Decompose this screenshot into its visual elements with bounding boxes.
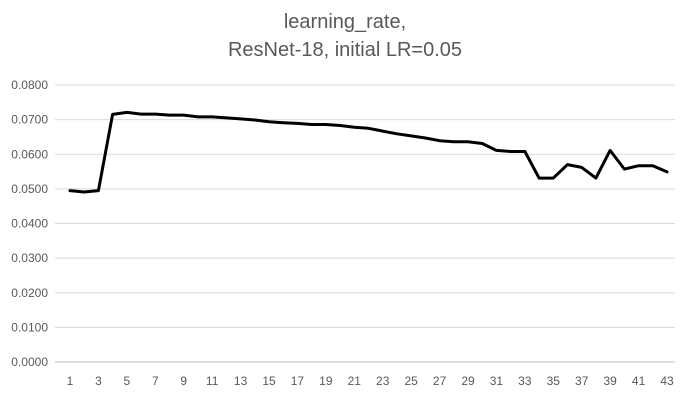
y-tick-label: 0.0800: [11, 78, 48, 92]
x-tick-label: 21: [348, 374, 362, 388]
x-tick-label: 31: [490, 374, 504, 388]
y-tick-label: 0.0200: [11, 286, 48, 300]
x-tick-label: 25: [404, 374, 418, 388]
chart-title-line2: ResNet-18, initial LR=0.05: [227, 39, 462, 61]
x-tick-label: 17: [291, 374, 305, 388]
x-tick-label: 39: [603, 374, 617, 388]
y-tick-label: 0.0600: [11, 147, 48, 161]
y-tick-label: 0.0000: [11, 355, 48, 369]
x-tick-label: 13: [234, 374, 248, 388]
y-tick-label: 0.0700: [11, 113, 48, 127]
x-tick-label: 3: [95, 374, 102, 388]
x-tick-label: 23: [376, 374, 390, 388]
x-tick-label: 27: [433, 374, 447, 388]
chart-title: learning_rate, ResNet-18, initial LR=0.0…: [0, 8, 690, 64]
y-tick-label: 0.0400: [11, 217, 48, 231]
y-tick-label: 0.0100: [11, 320, 48, 334]
chart-title-line1: learning_rate,: [283, 11, 407, 33]
x-tick-label: 33: [518, 374, 532, 388]
x-tick-label: 41: [632, 374, 646, 388]
x-tick-label: 9: [180, 374, 187, 388]
x-tick-label: 19: [319, 374, 333, 388]
x-tick-label: 43: [660, 374, 674, 388]
x-tick-label: 7: [152, 374, 159, 388]
x-tick-label: 11: [206, 374, 219, 388]
y-tick-label: 0.0500: [11, 182, 48, 196]
x-tick-label: 37: [575, 374, 589, 388]
x-tick-label: 1: [67, 374, 74, 388]
x-tick-label: 5: [124, 374, 131, 388]
series-line: [68, 110, 669, 194]
x-tick-label: 29: [461, 374, 475, 388]
x-tick-label: 35: [547, 374, 561, 388]
x-tick-label: 15: [262, 374, 276, 388]
y-tick-label: 0.0300: [11, 251, 48, 265]
